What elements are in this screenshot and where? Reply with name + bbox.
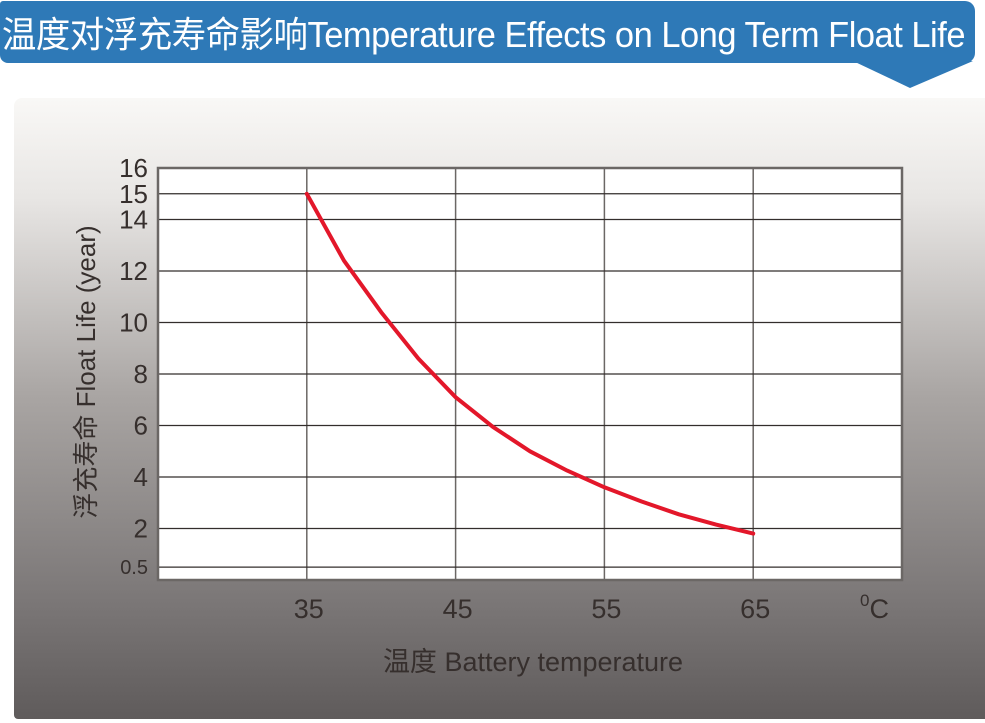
y-tick-label: 6 [134,411,148,441]
y-tick-label: 10 [119,308,148,338]
float-life-curve [304,191,756,536]
y-tick-label: 15 [119,179,148,209]
title-banner: 温度对浮充寿命影响Temperature Effects on Long Ter… [0,1,975,63]
x-tick-label: 45 [443,594,473,624]
y-tick-label: 14 [119,205,148,235]
banner-tail [853,61,973,88]
x-axis-title: 温度 Battery temperature [383,647,683,677]
x-tick-label: 35 [294,594,324,624]
plot-border [156,166,904,582]
x-tick-label: 65 [740,594,770,624]
x-tick-label: 55 [591,594,621,624]
y-tick-label: 0.5 [120,557,148,579]
page-title: 温度对浮充寿命影响Temperature Effects on Long Ter… [1,14,966,55]
y-tick-label: 8 [134,359,148,389]
y-tick-label: 2 [134,514,148,544]
y-axis-title: 浮充寿命 Float Life (year) [71,225,101,518]
y-tick-label: 12 [119,256,148,286]
x-unit-label: 0C [860,591,889,624]
y-tick-label: 16 [119,153,148,183]
banner-tail-shape [853,61,973,88]
y-tick-label: 4 [134,462,148,492]
